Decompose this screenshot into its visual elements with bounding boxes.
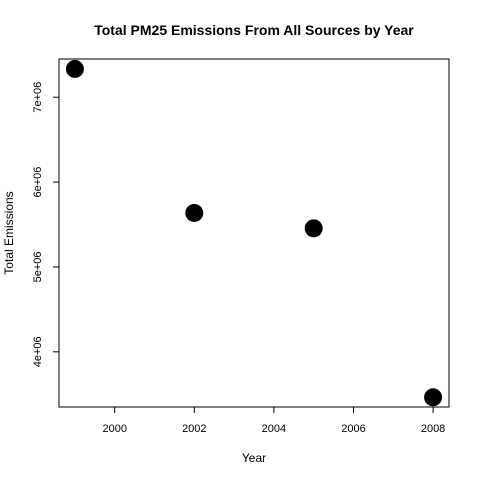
y-axis-label: Total Emissions	[2, 191, 16, 274]
x-tick-label: 2000	[102, 423, 126, 435]
x-axis-label: Year	[242, 451, 266, 465]
data-points	[65, 59, 443, 407]
y-tick-label: 7e+06	[32, 82, 44, 113]
data-point	[65, 59, 84, 78]
data-point	[185, 203, 204, 222]
data-point	[424, 388, 443, 407]
x-tick-label: 2002	[182, 423, 206, 435]
x-tick-label: 2008	[421, 423, 445, 435]
y-tick-label: 6e+06	[32, 167, 44, 198]
chart-title: Total PM25 Emissions From All Sources by…	[94, 22, 414, 38]
data-point	[304, 219, 323, 238]
y-tick-label: 4e+06	[32, 336, 44, 367]
x-axis: 2000 2002 2004 2006 2008	[102, 406, 445, 435]
x-tick-label: 2004	[262, 423, 286, 435]
y-axis: 4e+06 5e+06 6e+06 7e+06	[32, 82, 60, 367]
y-tick-label: 5e+06	[32, 251, 44, 282]
x-tick-label: 2006	[341, 423, 365, 435]
